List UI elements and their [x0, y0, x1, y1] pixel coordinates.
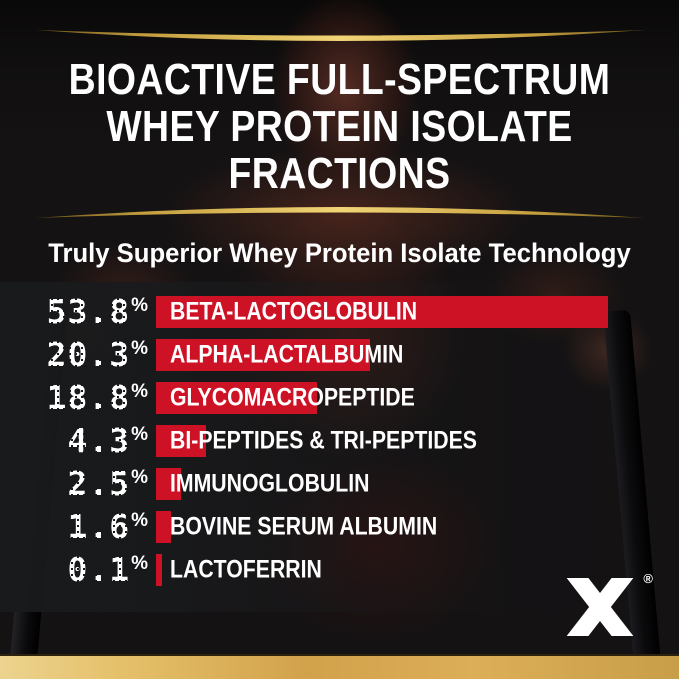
chart-subtitle: Truly Superior Whey Protein Isolate Tech…	[48, 238, 631, 268]
chart-row: 4.3% BI-PEPTIDES & TRI-PEPTIDES	[0, 421, 679, 460]
bar-label: BETA-LACTOGLOBULIN	[170, 297, 418, 326]
chart-row: 53.8% BETA-LACTOGLOBULIN	[0, 292, 679, 331]
title-line-3: FRACTIONS	[228, 149, 451, 198]
title-line-2: WHEY PROTEIN ISOLATE	[106, 102, 573, 151]
chart-row: 1.6% BOVINE SERUM ALBUMIN	[0, 507, 679, 546]
percent-sign: %	[131, 510, 148, 531]
bar-track: BOVINE SERUM ALBUMIN	[156, 511, 679, 543]
gold-footer-band	[0, 654, 679, 679]
percent-sign: %	[131, 424, 148, 445]
bar-label: GLYCOMACROPEPTIDE	[170, 383, 415, 412]
bar-label: LACTOFERRIN	[170, 555, 322, 584]
chart-row: 18.8% GLYCOMACROPEPTIDE	[0, 378, 679, 417]
bar	[156, 382, 317, 414]
chart-dark-overlay	[0, 282, 679, 612]
bar-value: 4.3%	[0, 421, 148, 460]
percent-sign: %	[131, 467, 148, 488]
chart-row: 20.3% ALPHA-LACTALBUMIN	[0, 335, 679, 374]
bar-label: BOVINE SERUM ALBUMIN	[170, 512, 438, 541]
bar-track: LACTOFERRIN	[156, 554, 679, 586]
bar-label: IMMUNOGLOBULIN	[170, 469, 370, 498]
bar-value: 18.8%	[0, 378, 148, 417]
chart-row: 2.5% IMMUNOGLOBULIN	[0, 464, 679, 503]
percent-sign: %	[131, 295, 148, 316]
bar-value: 1.6%	[0, 507, 148, 546]
bar-value-digits: 1.6	[67, 507, 131, 546]
bar-value-digits: 20.3	[46, 335, 131, 374]
bar-value: 20.3%	[0, 335, 148, 374]
x-logo-icon	[566, 578, 634, 636]
chart-row: 0.1% LACTOFERRIN	[0, 550, 679, 589]
bar-value-digits: 18.8	[46, 378, 131, 417]
bar-track: GLYCOMACROPEPTIDE	[156, 382, 679, 414]
bar	[156, 425, 206, 457]
bar-value: 53.8%	[0, 292, 148, 331]
registered-trademark-icon: ®	[643, 571, 653, 586]
bar-value-digits: 0.1	[67, 550, 131, 589]
bar	[156, 468, 181, 500]
bar	[156, 554, 162, 586]
bar-value-digits: 2.5	[67, 464, 131, 503]
bar	[156, 511, 171, 543]
bar-value: 2.5%	[0, 464, 148, 503]
gold-swoosh-top	[35, 30, 645, 41]
page-title: BIOACTIVE FULL-SPECTRUM WHEY PROTEIN ISO…	[0, 56, 679, 197]
bar-track: BI-PEPTIDES & TRI-PEPTIDES	[156, 425, 679, 457]
bar-value-digits: 4.3	[67, 421, 131, 460]
bar-track: ALPHA-LACTALBUMIN	[156, 339, 679, 371]
bar-label: BI-PEPTIDES & TRI-PEPTIDES	[170, 426, 477, 455]
percent-sign: %	[131, 381, 148, 402]
bar-value: 0.1%	[0, 550, 148, 589]
gold-swoosh-middle	[35, 207, 645, 218]
bar-value-digits: 53.8	[46, 292, 131, 331]
bar-label: ALPHA-LACTALBUMIN	[170, 340, 404, 369]
percent-sign: %	[131, 338, 148, 359]
bar-track: IMMUNOGLOBULIN	[156, 468, 679, 500]
title-line-1: BIOACTIVE FULL-SPECTRUM	[68, 55, 611, 104]
protein-fractions-bar-chart: 53.8% BETA-LACTOGLOBULIN 20.3% ALPHA-LACTAL…	[0, 292, 679, 597]
percent-sign: %	[131, 553, 148, 574]
brand-logo: ®	[562, 571, 653, 636]
bar	[156, 296, 608, 328]
bar	[156, 339, 370, 371]
bar-track: BETA-LACTOGLOBULIN	[156, 296, 679, 328]
